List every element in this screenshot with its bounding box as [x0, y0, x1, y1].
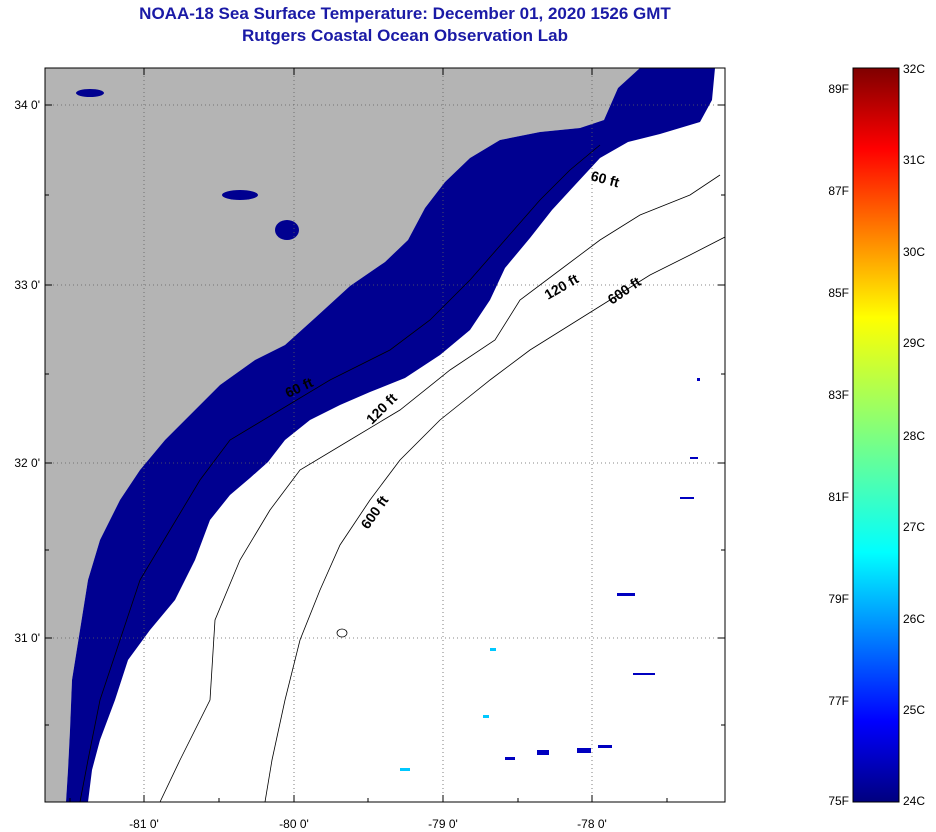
colorbar-celsius-label: 27C — [903, 520, 925, 534]
colorbar-fahrenheit-label: 79F — [828, 592, 849, 606]
lon-label: -81 0' — [129, 817, 159, 831]
colorbar-celsius-label: 32C — [903, 62, 925, 76]
lon-label: -79 0' — [428, 817, 458, 831]
sst-pixels — [505, 378, 700, 760]
contour-label: 60 ft — [589, 167, 621, 190]
lake — [76, 89, 104, 97]
lon-label: -78 0' — [577, 817, 607, 831]
colorbar-fahrenheit-label: 77F — [828, 694, 849, 708]
sst-pixels-warm — [400, 648, 496, 771]
cold-water-band — [66, 68, 715, 802]
lake — [222, 190, 258, 200]
lat-label: 33 0' — [14, 278, 40, 292]
map-ticks — [45, 68, 725, 802]
map-frame — [44, 67, 726, 803]
colorbar-fahrenheit-label: 83F — [828, 388, 849, 402]
map-subtitle: Rutgers Coastal Ocean Observation Lab — [242, 26, 568, 45]
colorbar-fahrenheit-label: 85F — [828, 286, 849, 300]
colorbar-fahrenheit-label: 75F — [828, 794, 849, 808]
colorbar-fahrenheit-label: 87F — [828, 184, 849, 198]
colorbar-celsius-label: 30C — [903, 245, 925, 259]
lat-label: 34 0' — [14, 98, 40, 112]
colorbar-celsius-label: 26C — [903, 612, 925, 626]
lat-label: 31 0' — [14, 631, 40, 645]
colorbar-celsius-label: 24C — [903, 794, 925, 808]
map-title: NOAA-18 Sea Surface Temperature: Decembe… — [139, 4, 671, 23]
colorbar-celsius-label: 25C — [903, 703, 925, 717]
lat-label: 32 0' — [14, 456, 40, 470]
colorbar — [852, 67, 900, 803]
colorbar-celsius-label: 31C — [903, 153, 925, 167]
graticule — [45, 68, 725, 802]
colorbar-fahrenheit-label: 89F — [828, 82, 849, 96]
colorbar-celsius-label: 29C — [903, 336, 925, 350]
lake — [275, 220, 299, 240]
colorbar-fahrenheit-label: 81F — [828, 490, 849, 504]
lon-label: -80 0' — [279, 817, 309, 831]
land-mass — [45, 68, 640, 802]
colorbar-celsius-label: 28C — [903, 429, 925, 443]
depth-contours — [79, 144, 725, 802]
